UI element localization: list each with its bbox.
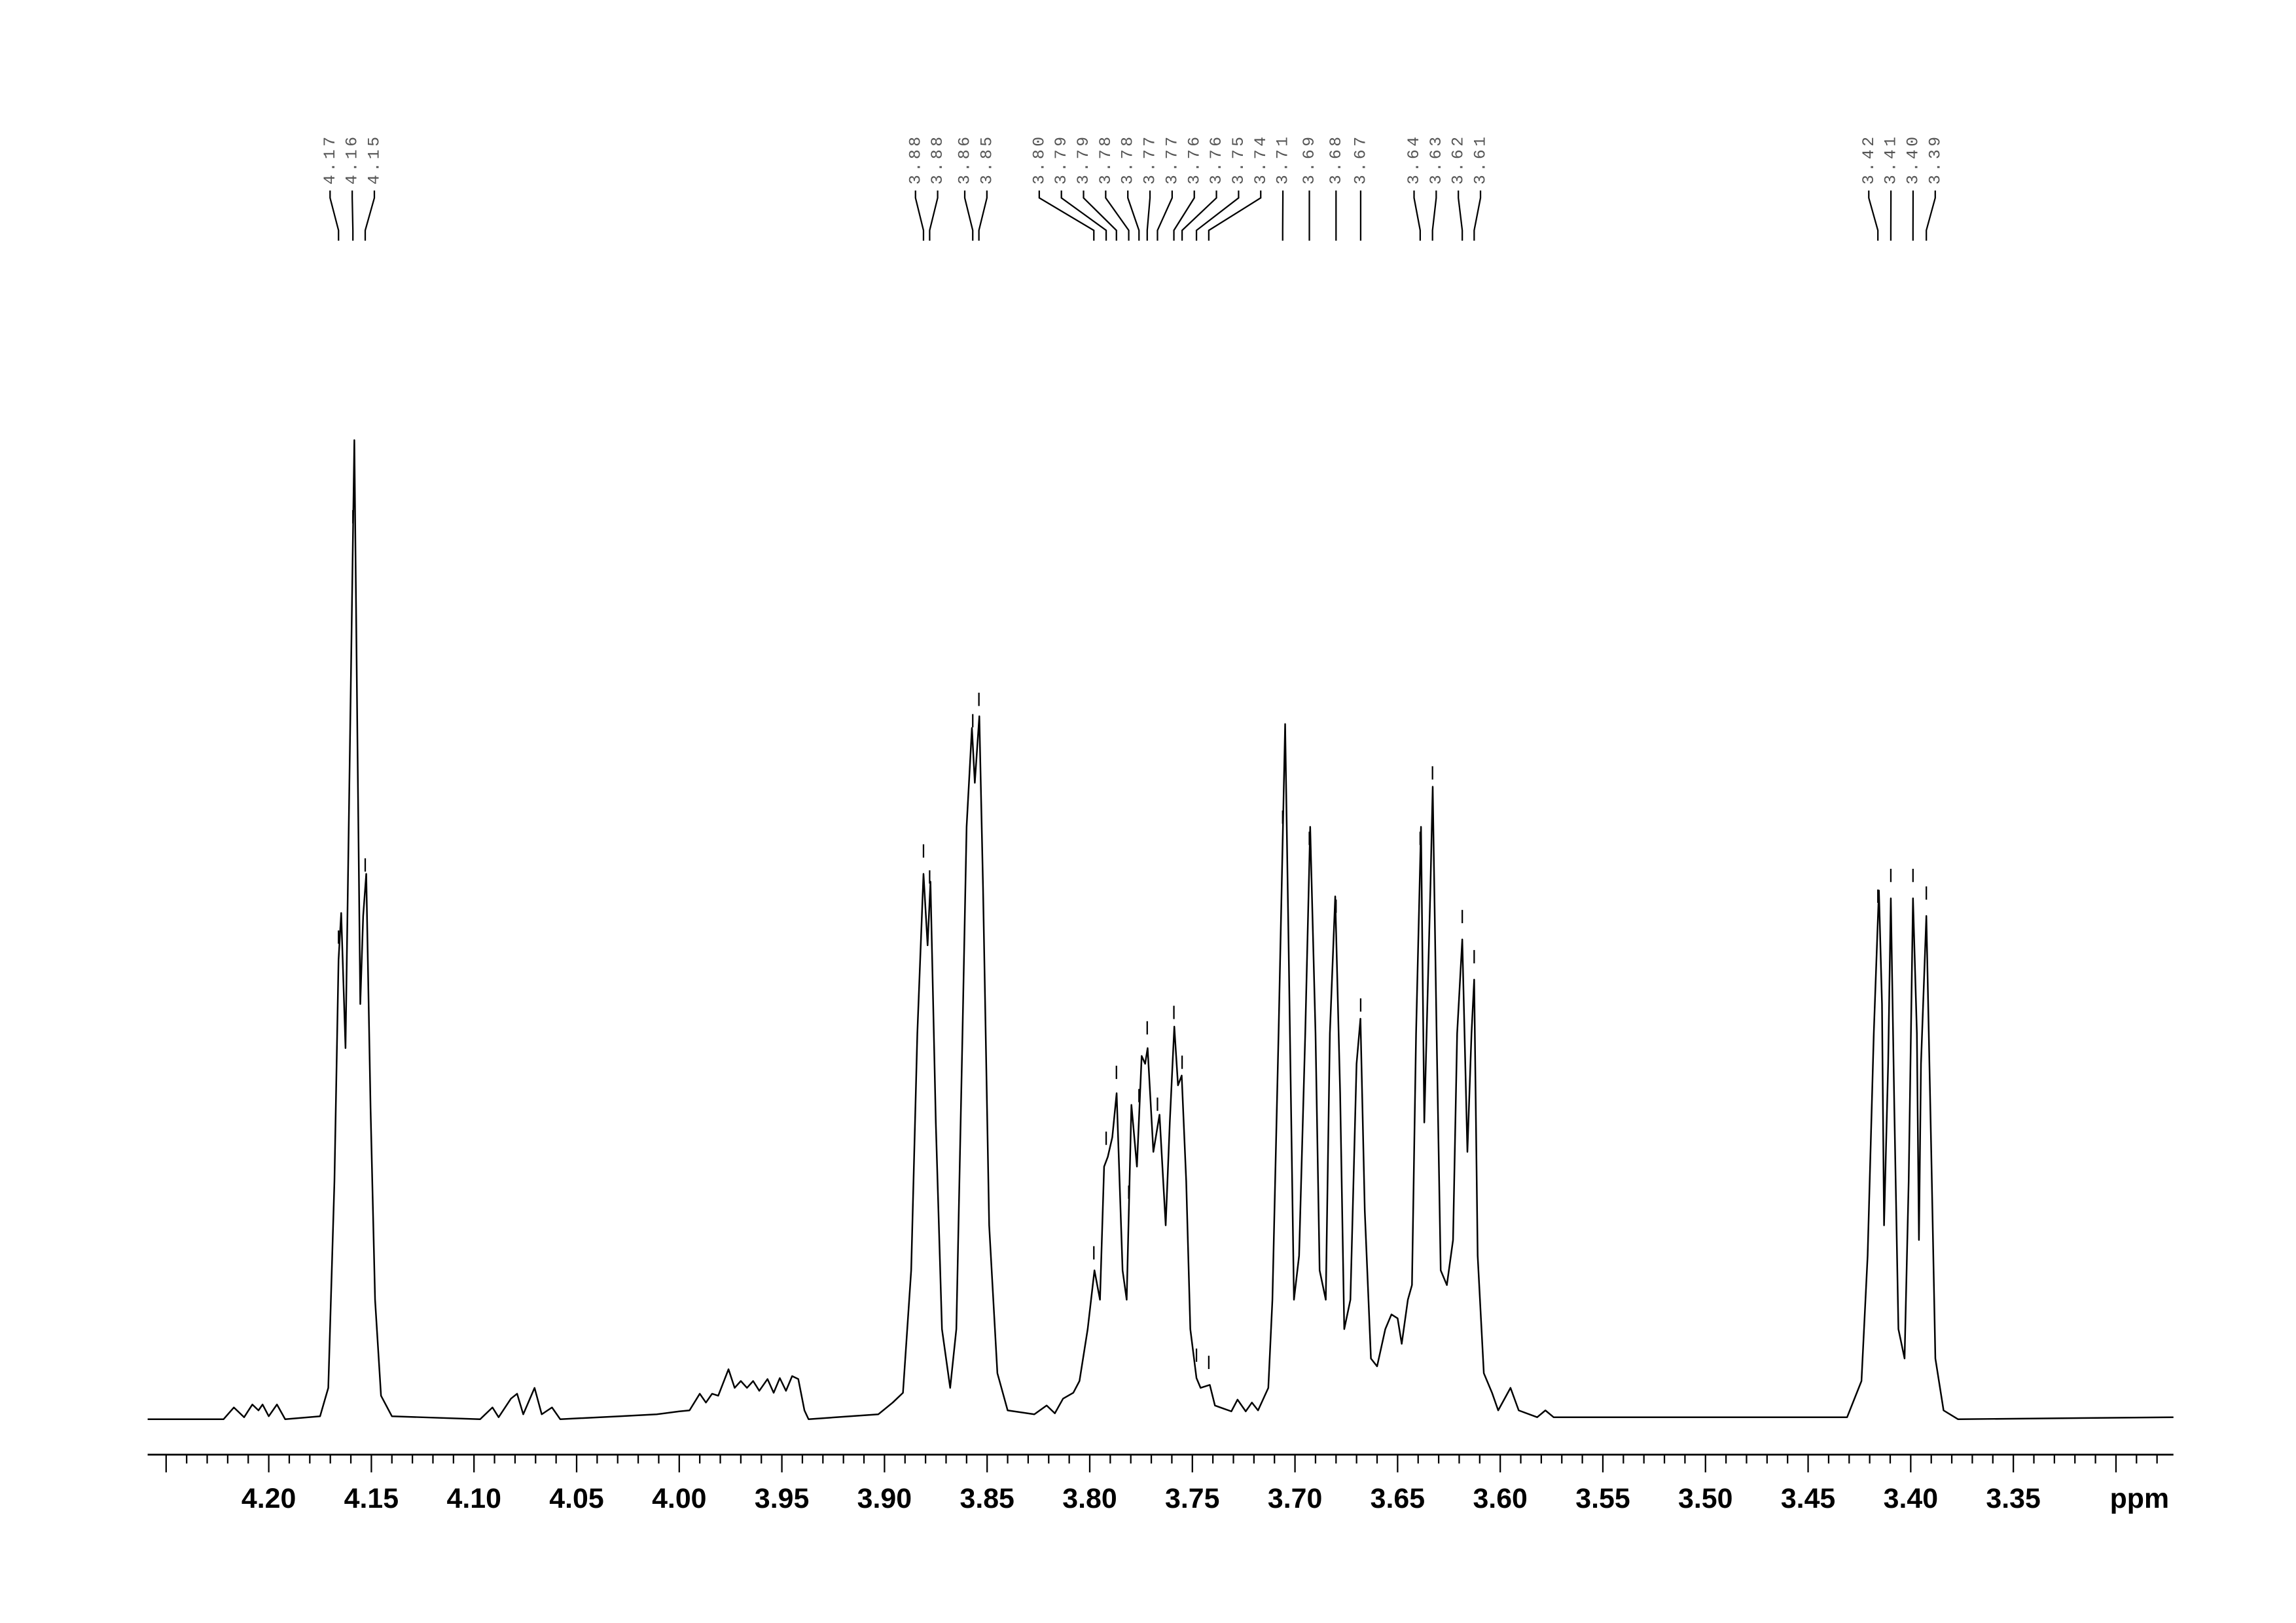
peak-label: 3.67 bbox=[1352, 134, 1370, 185]
peak-label: 3.77 bbox=[1141, 134, 1160, 185]
x-tick-label: 3.35 bbox=[1986, 1483, 2040, 1514]
peak-label: 3.77 bbox=[1163, 134, 1181, 185]
peak-label: 3.88 bbox=[906, 134, 925, 185]
peak-connector bbox=[1173, 190, 1195, 241]
peak-connector bbox=[1127, 190, 1140, 241]
peak-connector bbox=[1038, 190, 1095, 241]
peak-label: 3.41 bbox=[1882, 134, 1901, 185]
x-tick-label: 3.55 bbox=[1575, 1483, 1630, 1514]
peak-label: 3.78 bbox=[1097, 134, 1115, 185]
peak-connector bbox=[1431, 190, 1437, 241]
peak-connector bbox=[1060, 190, 1107, 241]
x-tick-label: 3.65 bbox=[1371, 1483, 1425, 1514]
peak-label: 3.79 bbox=[1052, 134, 1071, 185]
peak-connector bbox=[963, 190, 974, 241]
peak-label: 3.79 bbox=[1075, 134, 1093, 185]
spectrum-line bbox=[147, 439, 2174, 1420]
peak-connector bbox=[364, 190, 376, 241]
x-tick-label: 3.50 bbox=[1678, 1483, 1732, 1514]
peak-connector bbox=[914, 190, 925, 241]
x-axis-label: ppm bbox=[2110, 1483, 2169, 1514]
peak-label: 3.68 bbox=[1327, 134, 1346, 185]
peak-connector bbox=[329, 190, 340, 241]
peak-connector bbox=[1926, 190, 1936, 241]
peak-connector bbox=[1473, 190, 1482, 241]
peak-connector bbox=[1413, 190, 1421, 241]
peak-connector bbox=[1146, 190, 1151, 241]
peak-label: 3.62 bbox=[1450, 134, 1468, 185]
peak-label: 4.15 bbox=[366, 134, 384, 185]
peak-label: 3.80 bbox=[1030, 134, 1049, 185]
peak-label: 3.78 bbox=[1119, 134, 1138, 185]
peak-label: 3.40 bbox=[1904, 134, 1922, 185]
x-tick-label: 4.10 bbox=[446, 1483, 501, 1514]
x-tick-label: 3.95 bbox=[755, 1483, 809, 1514]
x-tick-label: 3.75 bbox=[1165, 1483, 1219, 1514]
peak-label: 3.71 bbox=[1274, 134, 1293, 185]
peak-label: 3.61 bbox=[1472, 134, 1490, 185]
peak-label: 3.75 bbox=[1230, 134, 1248, 185]
x-tick-label: 3.90 bbox=[857, 1483, 912, 1514]
peak-label: 4.16 bbox=[344, 134, 362, 185]
peak-connector bbox=[1458, 190, 1463, 241]
x-tick-label: 4.15 bbox=[344, 1483, 399, 1514]
peak-connector bbox=[1181, 190, 1217, 241]
peak-label: 3.63 bbox=[1427, 134, 1446, 185]
peak-connector bbox=[1083, 190, 1117, 241]
peak-label: 3.86 bbox=[956, 134, 975, 185]
peak-label: 3.85 bbox=[978, 134, 996, 185]
x-tick-label: 3.80 bbox=[1062, 1483, 1117, 1514]
peak-connector bbox=[978, 190, 988, 241]
x-tick-label: 4.20 bbox=[242, 1483, 296, 1514]
peak-connector bbox=[1105, 190, 1130, 241]
x-tick-label: 3.45 bbox=[1781, 1483, 1835, 1514]
x-tick-label: 3.40 bbox=[1884, 1483, 1938, 1514]
peak-connector bbox=[1208, 190, 1262, 241]
x-tick-label: 4.05 bbox=[549, 1483, 603, 1514]
peak-connector bbox=[1195, 190, 1240, 241]
peak-connector bbox=[351, 190, 354, 241]
peak-label: 3.76 bbox=[1185, 134, 1204, 185]
peak-connector bbox=[929, 190, 939, 241]
x-tick-label: 3.85 bbox=[960, 1483, 1014, 1514]
peak-label: 3.64 bbox=[1405, 134, 1424, 185]
x-tick-label: 4.00 bbox=[652, 1483, 706, 1514]
peak-connector bbox=[1157, 190, 1174, 241]
peak-label: 4.17 bbox=[321, 134, 340, 185]
peak-label: 3.69 bbox=[1300, 134, 1319, 185]
peak-connector bbox=[1868, 190, 1879, 241]
x-tick-label: 3.70 bbox=[1268, 1483, 1322, 1514]
peak-label: 3.76 bbox=[1208, 134, 1226, 185]
peak-label: 3.42 bbox=[1860, 134, 1878, 185]
peak-label: 3.39 bbox=[1926, 134, 1945, 185]
peak-label: 3.88 bbox=[929, 134, 947, 185]
peak-label: 3.74 bbox=[1252, 134, 1270, 185]
x-tick-label: 3.60 bbox=[1473, 1483, 1527, 1514]
